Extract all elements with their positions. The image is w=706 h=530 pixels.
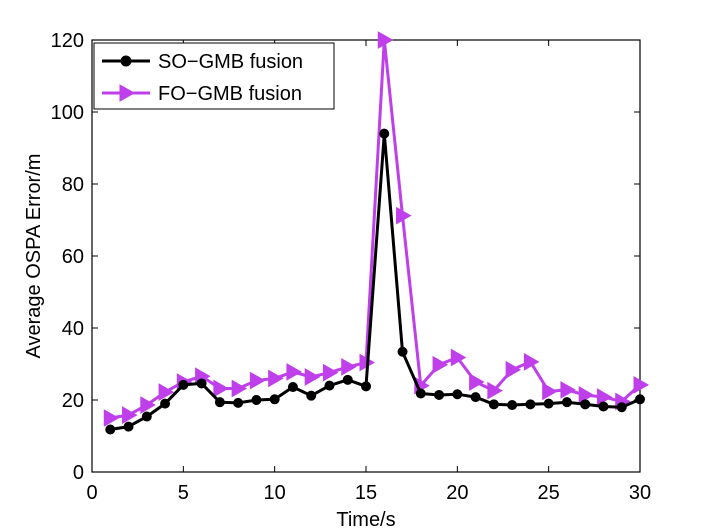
point-so-gmb	[361, 381, 371, 392]
point-so-gmb	[105, 424, 116, 435]
point-fo-gmb	[469, 373, 485, 391]
point-fo-gmb	[596, 388, 613, 406]
point-fo-gmb	[140, 396, 156, 414]
point-so-gmb	[123, 421, 134, 432]
x-tick-label: 20	[446, 482, 468, 504]
point-fo-gmb	[304, 368, 321, 386]
point-fo-gmb	[341, 358, 357, 376]
point-so-gmb	[452, 389, 463, 400]
point-fo-gmb	[450, 348, 467, 367]
point-so-gmb	[196, 378, 207, 389]
point-fo-gmb	[231, 379, 248, 398]
x-tick-label: 25	[538, 482, 560, 504]
point-so-gmb	[306, 390, 317, 401]
y-axis-label: Average OSPA Error/m	[23, 154, 45, 359]
x-tick-label: 0	[86, 482, 97, 504]
series-layer	[103, 31, 650, 435]
x-tick-label: 30	[629, 482, 651, 504]
point-so-gmb	[397, 346, 408, 357]
point-fo-gmb	[487, 381, 503, 400]
legend: SO−GMB fusion FO−GMB fusion	[93, 42, 335, 110]
point-so-gmb	[543, 398, 554, 409]
point-fo-gmb	[633, 376, 650, 394]
point-so-gmb	[269, 394, 280, 405]
point-fo-gmb	[213, 379, 229, 398]
point-so-gmb	[507, 400, 518, 411]
x-tick-label: 5	[178, 482, 189, 504]
point-fo-gmb	[268, 369, 284, 388]
point-so-gmb	[434, 389, 445, 400]
point-fo-gmb	[578, 386, 595, 404]
point-so-gmb	[488, 399, 499, 410]
y-tick-label: 100	[51, 102, 84, 124]
x-tick-label: 10	[264, 482, 286, 504]
point-fo-gmb	[542, 382, 558, 401]
point-so-gmb	[598, 401, 609, 412]
y-tick-label: 40	[62, 318, 84, 340]
y-tick-label: 120	[51, 30, 84, 52]
point-so-gmb	[160, 398, 171, 409]
y-tick-label: 20	[62, 390, 84, 412]
point-fo-gmb	[103, 409, 120, 427]
point-so-gmb	[525, 399, 536, 410]
point-so-gmb	[233, 397, 244, 408]
point-so-gmb	[214, 397, 225, 408]
point-so-gmb	[324, 380, 335, 391]
point-fo-gmb	[505, 360, 522, 379]
point-so-gmb	[470, 392, 481, 403]
axis-ticks: 0 5 10 15 20 25 30 0 20 40 60 80 100 120	[51, 30, 652, 504]
y-tick-label: 60	[62, 246, 84, 268]
point-so-gmb	[616, 402, 627, 413]
point-so-gmb	[287, 382, 298, 393]
point-fo-gmb	[158, 383, 175, 401]
x-tick-label: 15	[355, 482, 377, 504]
point-so-gmb	[415, 388, 426, 399]
point-so-gmb	[635, 394, 645, 405]
point-fo-gmb	[432, 355, 449, 374]
legend-box	[93, 42, 335, 110]
point-fo-gmb	[249, 371, 266, 390]
point-fo-gmb	[377, 31, 394, 49]
x-axis-label: Time/s	[336, 509, 395, 530]
point-so-gmb	[251, 395, 262, 405]
point-so-gmb	[580, 399, 591, 410]
point-so-gmb	[141, 411, 152, 422]
point-fo-gmb	[322, 363, 339, 382]
legend-marker-so-gmb	[120, 55, 132, 67]
point-so-gmb	[379, 128, 390, 139]
legend-label-so-gmb: SO−GMB fusion	[158, 51, 303, 73]
series-so-gmb	[105, 128, 645, 435]
legend-label-fo-gmb: FO−GMB fusion	[158, 83, 302, 105]
point-fo-gmb	[396, 206, 412, 225]
legend-marker-fo-gmb	[119, 84, 136, 102]
point-so-gmb	[178, 379, 189, 390]
point-fo-gmb	[560, 381, 576, 399]
point-fo-gmb	[286, 363, 302, 381]
point-so-gmb	[561, 397, 572, 408]
y-tick-label: 80	[62, 174, 84, 196]
point-fo-gmb	[122, 406, 138, 424]
y-tick-label: 0	[73, 462, 84, 484]
point-fo-gmb	[523, 352, 540, 371]
point-so-gmb	[342, 374, 353, 385]
